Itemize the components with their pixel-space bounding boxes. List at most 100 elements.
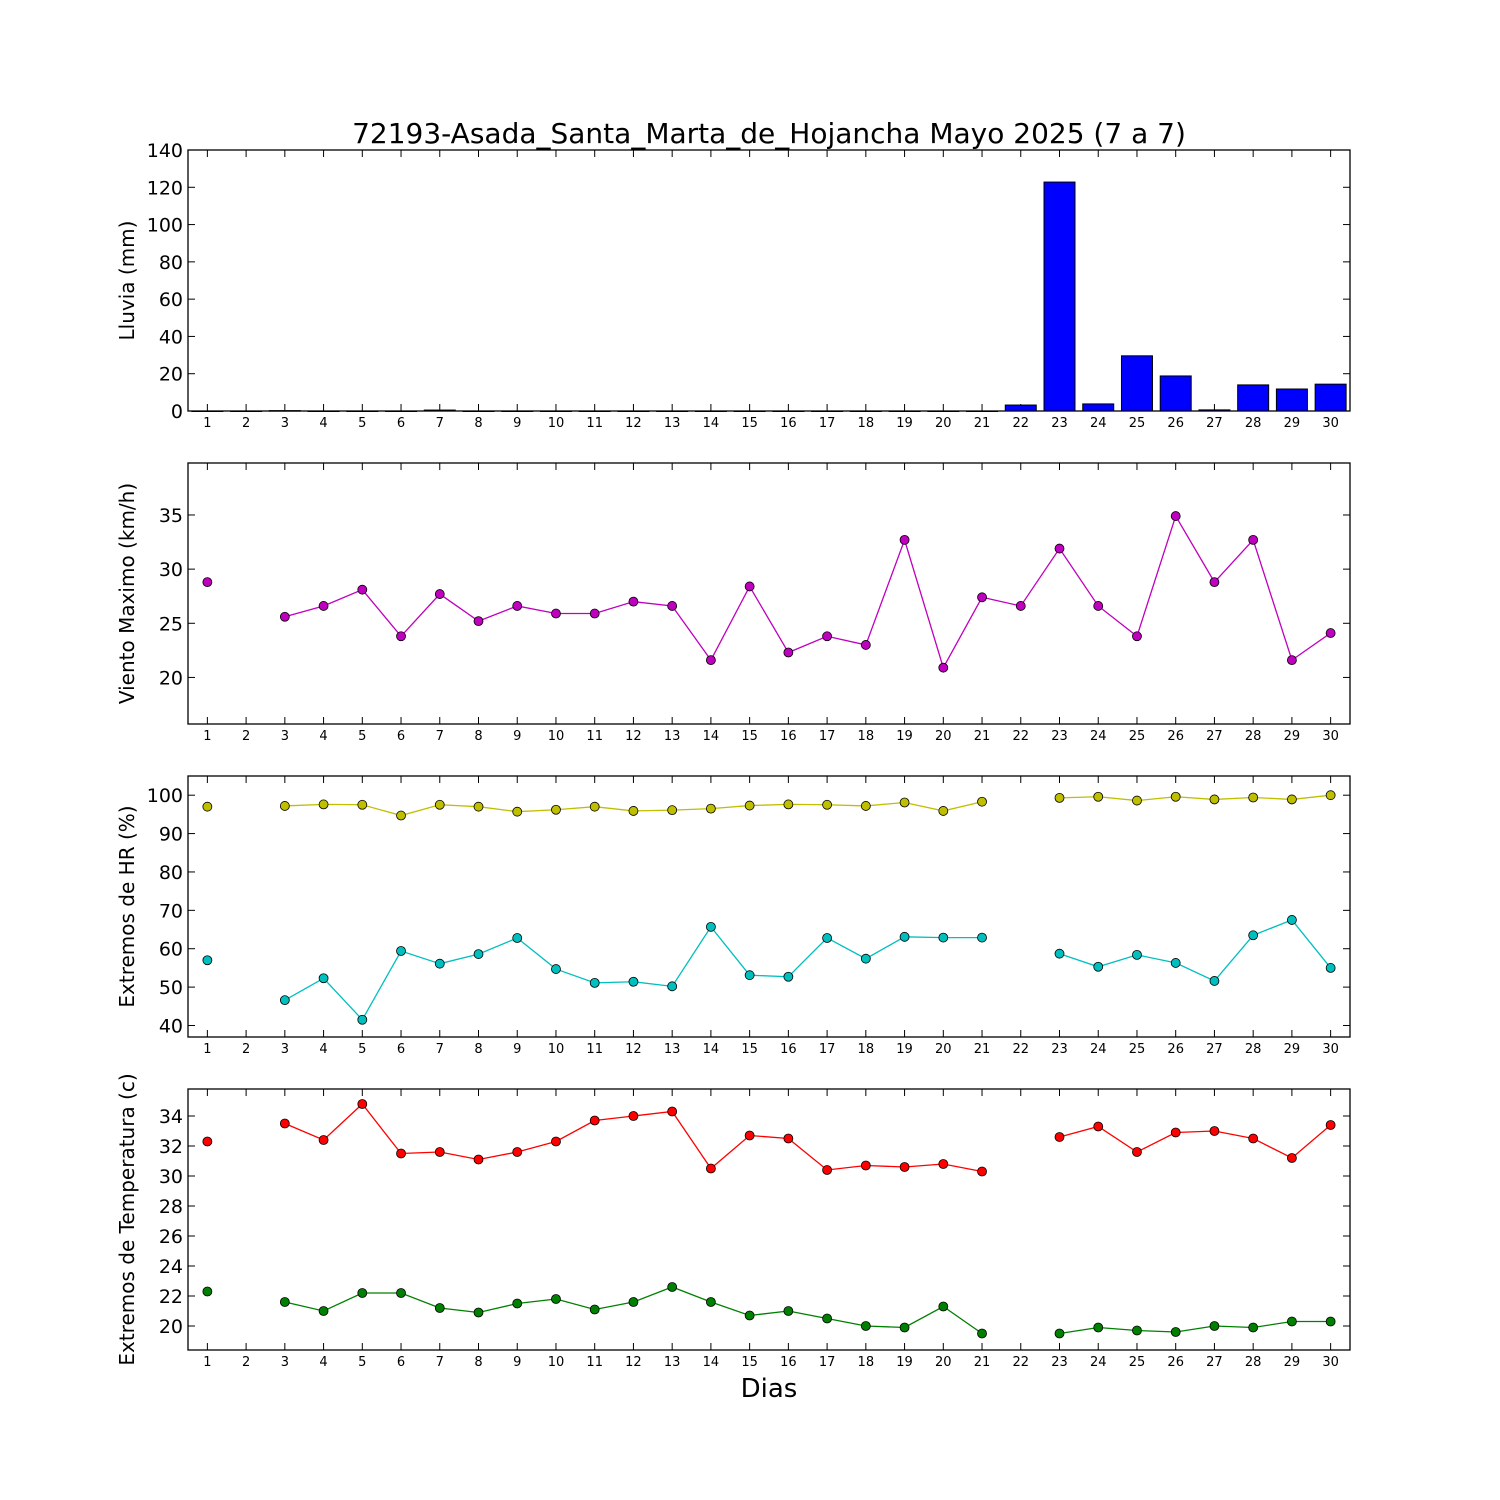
data-point <box>473 1307 484 1318</box>
x-tick-label: 11 <box>586 729 603 744</box>
data-point <box>1132 949 1142 960</box>
data-point <box>706 803 716 814</box>
data-point <box>1287 655 1297 666</box>
x-tick-label: 2 <box>242 416 250 431</box>
data-point <box>977 1166 987 1177</box>
data-point <box>1170 511 1181 521</box>
data-point <box>1093 1121 1104 1132</box>
bar <box>1237 384 1270 412</box>
x-tick-label: 6 <box>397 1355 405 1370</box>
data-point <box>899 534 910 545</box>
bar <box>694 410 727 412</box>
y-axis-label: Extremos de Temperatura (c) <box>115 1073 139 1365</box>
data-point <box>1209 1126 1220 1136</box>
x-tick-label: 6 <box>397 416 405 431</box>
x-tick-label: 6 <box>397 1042 405 1057</box>
data-point <box>783 799 794 810</box>
x-tick-label: 28 <box>1245 1042 1262 1057</box>
x-tick-label: 9 <box>513 416 521 431</box>
plot-frame <box>187 149 1351 412</box>
data-point <box>279 611 290 622</box>
x-tick-label: 26 <box>1167 1355 1184 1370</box>
data-point <box>512 1147 523 1157</box>
bar <box>927 410 960 412</box>
data-point <box>822 1165 832 1175</box>
data-point <box>1093 601 1104 611</box>
data-point <box>977 932 987 943</box>
data-point <box>396 631 406 642</box>
x-tick-label: 15 <box>741 1042 758 1057</box>
x-tick-label: 22 <box>1012 1355 1029 1370</box>
data-point <box>473 1154 484 1165</box>
data-point <box>279 1118 290 1129</box>
data-point <box>1325 1120 1336 1130</box>
x-tick-label: 18 <box>858 416 875 431</box>
x-tick-label: 19 <box>896 1355 913 1370</box>
data-point <box>899 931 910 942</box>
x-tick-label: 7 <box>436 1355 444 1370</box>
data-point <box>706 655 716 666</box>
y-tick-label: 26 <box>159 1226 183 1248</box>
data-point <box>551 1136 561 1147</box>
x-tick-label: 15 <box>741 1355 758 1370</box>
x-tick-label: 21 <box>974 1042 991 1057</box>
x-tick-label: 7 <box>436 416 444 431</box>
data-point <box>628 976 639 987</box>
data-point <box>744 800 755 811</box>
x-tick-label: 16 <box>780 1355 797 1370</box>
bar <box>656 410 689 412</box>
data-point <box>1170 791 1181 802</box>
data-point <box>473 949 484 959</box>
bar <box>888 410 921 412</box>
y-tick-label: 100 <box>147 785 183 807</box>
x-tick-label: 18 <box>858 1042 875 1057</box>
data-point <box>938 932 949 943</box>
data-point <box>1132 631 1142 642</box>
data-point <box>512 1298 523 1309</box>
data-point <box>1093 961 1104 972</box>
data-point <box>589 801 600 812</box>
x-tick-label: 1 <box>203 416 211 431</box>
x-tick-label: 3 <box>281 1042 289 1057</box>
data-point <box>706 1297 716 1307</box>
data-point <box>822 1313 832 1324</box>
data-point <box>783 1133 794 1144</box>
data-point <box>202 955 213 966</box>
data-point <box>822 799 832 810</box>
data-point <box>279 995 290 1006</box>
y-tick-label: 32 <box>159 1136 183 1158</box>
data-point <box>1209 577 1220 588</box>
series-line <box>1059 1124 1332 1159</box>
x-tick-label: 19 <box>896 1042 913 1057</box>
data-point <box>1093 1322 1104 1333</box>
bar <box>966 410 999 412</box>
x-tick-label: 27 <box>1206 1355 1223 1370</box>
data-point <box>357 1099 368 1109</box>
data-point <box>1325 628 1336 638</box>
x-tick-label: 3 <box>281 729 289 744</box>
x-tick-label: 5 <box>358 1042 366 1057</box>
x-tick-label: 1 <box>203 1355 211 1370</box>
data-point <box>628 806 639 816</box>
data-point <box>1248 534 1259 545</box>
data-point <box>1325 963 1336 973</box>
series-line <box>1059 919 1332 982</box>
x-tick-label: 30 <box>1322 729 1339 744</box>
x-tick-label: 20 <box>935 1042 952 1057</box>
bar <box>772 410 805 412</box>
data-point <box>512 933 523 943</box>
y-tick-label: 24 <box>159 1256 183 1278</box>
x-tick-label: 22 <box>1012 416 1029 431</box>
bar <box>307 410 340 412</box>
x-tick-label: 20 <box>935 416 952 431</box>
x-tick-label: 28 <box>1245 416 1262 431</box>
x-tick-label: 27 <box>1206 1042 1223 1057</box>
x-tick-label: 25 <box>1129 416 1146 431</box>
x-tick-label: 5 <box>358 729 366 744</box>
x-tick-label: 23 <box>1051 1042 1068 1057</box>
data-point <box>202 1136 213 1147</box>
x-tick-label: 25 <box>1129 1355 1146 1370</box>
